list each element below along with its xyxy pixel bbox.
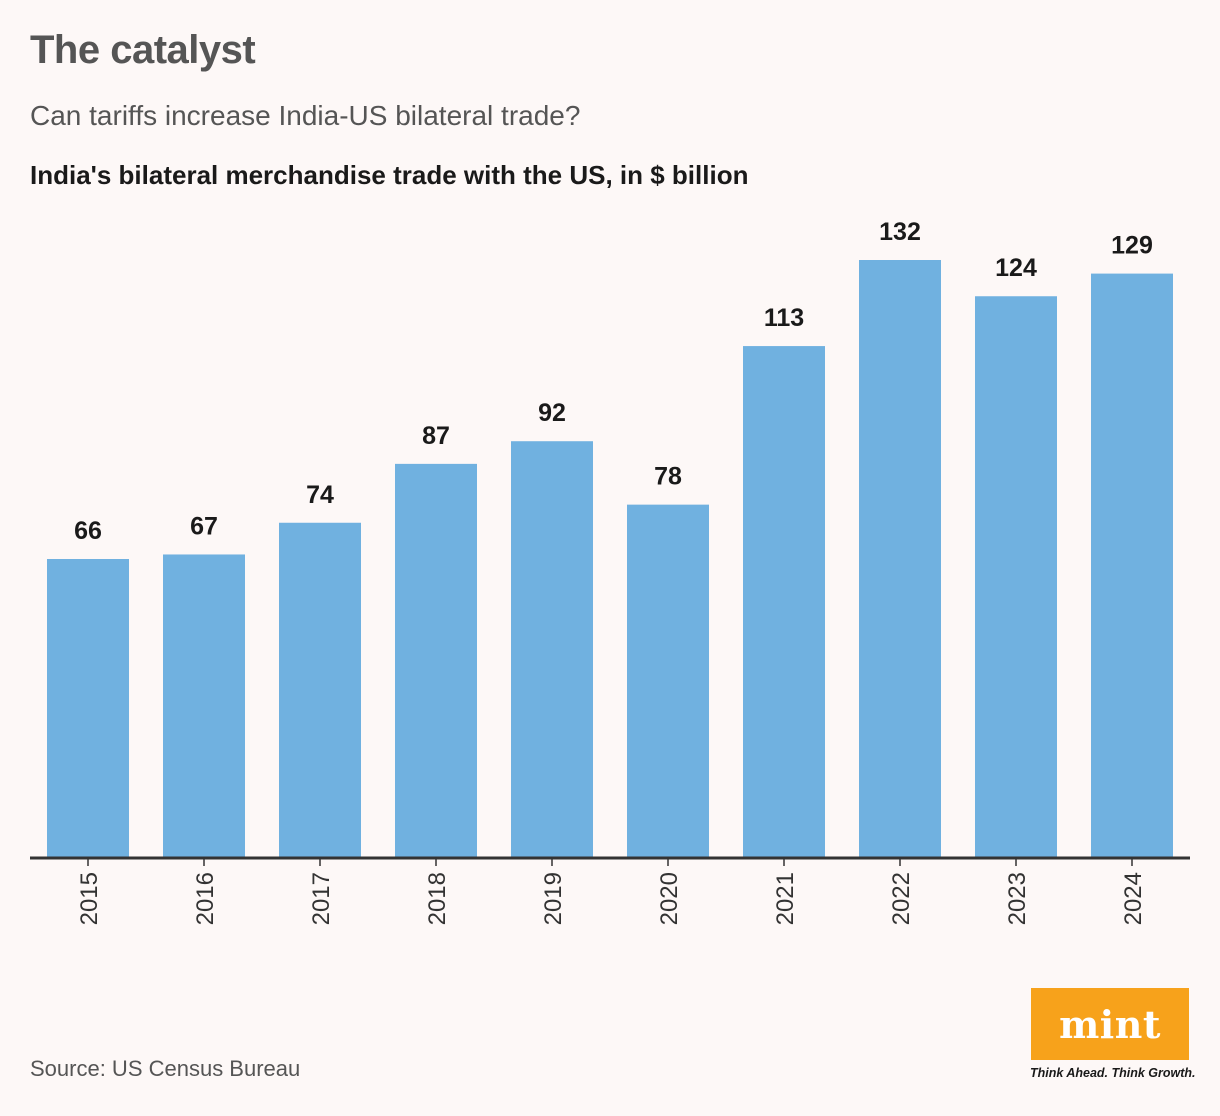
bar-2023 (975, 296, 1057, 858)
data-label-2023: 124 (995, 254, 1037, 282)
bar-2018 (395, 463, 477, 858)
page-title: The catalyst (30, 28, 256, 72)
bar-2016 (163, 554, 245, 858)
x-tick-label-2019: 2019 (540, 872, 567, 925)
logo-text: mint (1059, 1001, 1161, 1047)
x-tick-label-2018: 2018 (424, 872, 451, 925)
bar-2021 (743, 346, 825, 858)
source-note: Source: US Census Bureau (30, 1056, 301, 1081)
data-label-2017: 74 (306, 481, 334, 509)
data-label-2022: 132 (879, 218, 921, 246)
chart-title: India's bilateral merchandise trade with… (30, 160, 749, 190)
x-tick-label-2023: 2023 (1004, 872, 1031, 925)
bar-2024 (1091, 273, 1173, 858)
data-label-2018: 87 (422, 422, 450, 450)
data-label-2016: 67 (190, 512, 218, 540)
x-tick-label-2024: 2024 (1120, 872, 1147, 925)
data-label-2024: 129 (1111, 232, 1153, 260)
logo-tagline: Think Ahead. Think Growth. (1030, 1066, 1196, 1080)
mint-logo: mint (1031, 988, 1189, 1060)
data-label-2015: 66 (74, 517, 102, 545)
bar-2022 (859, 260, 941, 858)
x-tick-label-2015: 2015 (76, 872, 103, 925)
data-label-2021: 113 (764, 304, 804, 332)
x-tick-label-2021: 2021 (772, 872, 799, 925)
x-tick-label-2017: 2017 (308, 872, 335, 925)
bar-2020 (627, 504, 709, 858)
bar-2015 (47, 559, 129, 858)
x-tick-label-2016: 2016 (192, 872, 219, 925)
x-tick-label-2020: 2020 (656, 872, 683, 925)
bar-2019 (511, 441, 593, 858)
data-label-2020: 78 (654, 463, 682, 491)
page-subtitle: Can tariffs increase India-US bilateral … (30, 100, 581, 131)
bar-2017 (279, 522, 361, 858)
x-tick-label-2022: 2022 (888, 872, 915, 925)
data-label-2019: 92 (538, 399, 566, 427)
